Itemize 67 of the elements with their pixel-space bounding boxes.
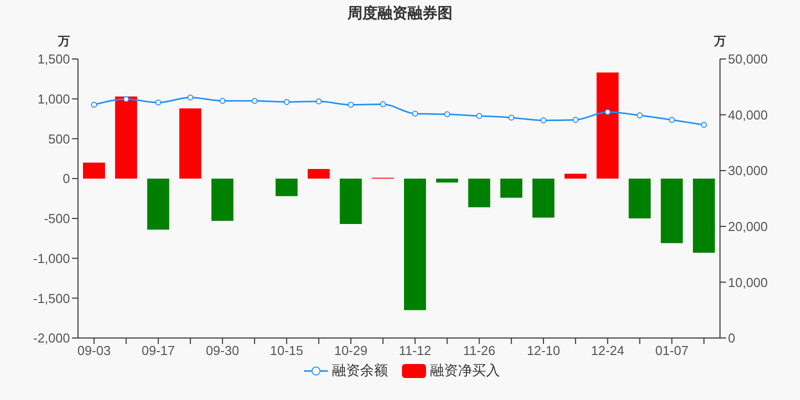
x-tick-label: 12-24 xyxy=(591,343,624,358)
legend-label: 融资余额 xyxy=(331,362,388,380)
y2-tick-label: 10,000 xyxy=(728,274,768,290)
y2-tick-label: 40,000 xyxy=(728,107,768,122)
point xyxy=(348,102,354,108)
point xyxy=(123,96,130,102)
y2-axis-title: 万 xyxy=(713,34,726,48)
point xyxy=(284,98,290,105)
y-tick-label: -500 xyxy=(44,211,70,226)
x-tick-label: 09-17 xyxy=(142,343,175,358)
x-tick-label: 11-26 xyxy=(463,343,496,358)
bar xyxy=(692,178,715,253)
point xyxy=(476,112,482,119)
bar xyxy=(147,178,170,230)
bar xyxy=(404,178,426,310)
bar xyxy=(179,108,202,179)
point xyxy=(155,100,162,106)
y-tick-label: 1,000 xyxy=(37,91,70,106)
y-tick-label: 500 xyxy=(48,131,70,146)
point xyxy=(316,98,322,104)
y-tick-label: 0 xyxy=(62,171,70,186)
bar xyxy=(436,178,458,183)
bar xyxy=(340,178,362,224)
x-tick-label: 01-07 xyxy=(655,343,688,358)
x-tick-label: 10-15 xyxy=(270,343,304,358)
bar xyxy=(276,178,298,196)
point xyxy=(508,114,514,121)
bar xyxy=(83,162,105,179)
point xyxy=(380,101,386,108)
point xyxy=(219,98,226,104)
bar xyxy=(308,169,330,179)
x-tick-label: 12-10 xyxy=(526,343,560,358)
y2-tick-label: 0 xyxy=(728,330,736,346)
point xyxy=(668,116,675,123)
bar xyxy=(115,96,138,179)
y-tick-label: -1,000 xyxy=(33,250,70,266)
x-tick-label: 09-30 xyxy=(206,343,240,358)
point xyxy=(700,122,707,128)
bar xyxy=(468,178,490,208)
bar xyxy=(500,178,522,198)
point xyxy=(444,111,450,118)
bar xyxy=(596,72,619,179)
y-tick-label: -2,000 xyxy=(33,330,70,346)
y2-tick-label: 30,000 xyxy=(728,163,768,178)
point xyxy=(252,98,258,104)
bar xyxy=(532,178,554,218)
x-tick-label: 11-12 xyxy=(398,343,432,358)
y-tick-label: -1,500 xyxy=(33,290,70,306)
point xyxy=(572,116,579,123)
point xyxy=(540,117,546,124)
x-tick-label: 10-29 xyxy=(334,343,368,358)
y-axis-title: 万 xyxy=(57,34,70,48)
bar xyxy=(211,178,234,221)
bar xyxy=(564,174,586,179)
y2-tick-label: 20,000 xyxy=(728,219,768,234)
point xyxy=(636,112,643,118)
legend-label: 融资净买入 xyxy=(429,362,500,380)
bar xyxy=(660,178,683,244)
point xyxy=(604,109,611,116)
point xyxy=(91,102,98,108)
point xyxy=(187,94,194,100)
point xyxy=(412,110,418,117)
y2-tick-label: 50,000 xyxy=(728,52,768,67)
bar xyxy=(628,178,651,218)
chart-title: 周度融资融券图 xyxy=(346,4,454,23)
y-tick-label: 1,500 xyxy=(37,52,70,67)
x-tick-label: 09-03 xyxy=(77,343,111,358)
